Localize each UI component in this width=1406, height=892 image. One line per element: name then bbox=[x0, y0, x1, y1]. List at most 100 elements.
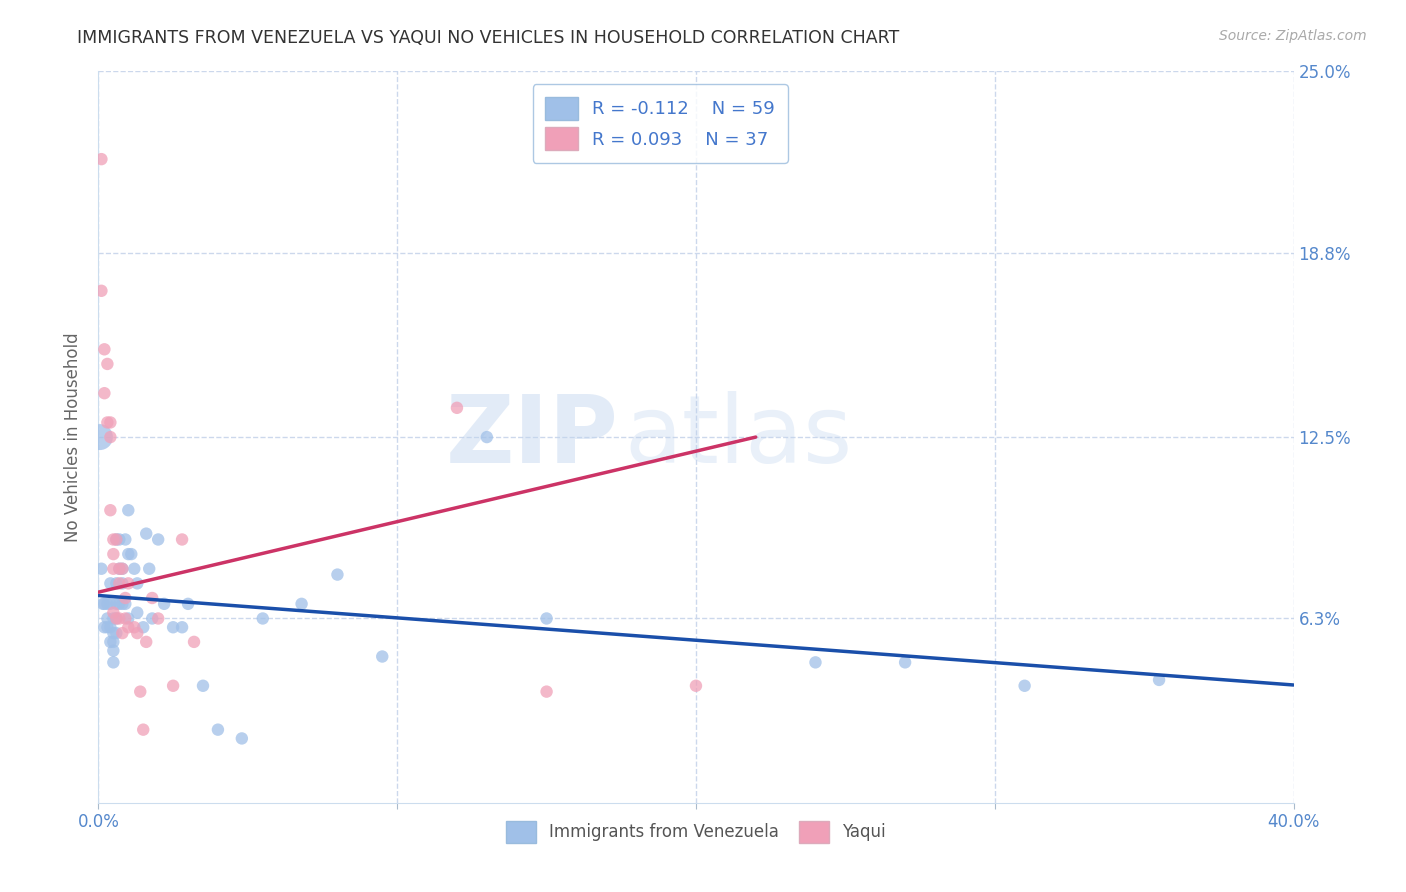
Point bbox=[127, 606, 149, 620]
Point bbox=[132, 620, 155, 634]
Point bbox=[127, 626, 149, 640]
Point bbox=[231, 731, 253, 746]
Point bbox=[207, 723, 229, 737]
Point bbox=[90, 284, 112, 298]
Point bbox=[804, 656, 827, 670]
Point bbox=[141, 591, 163, 605]
Point bbox=[111, 562, 134, 576]
Point bbox=[475, 430, 498, 444]
Text: ZIP: ZIP bbox=[446, 391, 619, 483]
Point bbox=[93, 386, 115, 401]
Point bbox=[114, 611, 136, 625]
Legend: Immigrants from Venezuela, Yaqui: Immigrants from Venezuela, Yaqui bbox=[499, 814, 893, 849]
Point bbox=[536, 684, 558, 698]
Point bbox=[108, 611, 131, 625]
Point bbox=[105, 611, 128, 625]
Point bbox=[162, 679, 184, 693]
Point bbox=[536, 611, 558, 625]
Point bbox=[96, 357, 118, 371]
Point bbox=[103, 562, 125, 576]
Point bbox=[117, 611, 139, 625]
Point bbox=[120, 547, 142, 561]
Point bbox=[141, 611, 163, 625]
Point bbox=[191, 679, 214, 693]
Text: Source: ZipAtlas.com: Source: ZipAtlas.com bbox=[1219, 29, 1367, 43]
Point bbox=[98, 620, 122, 634]
Point bbox=[117, 547, 139, 561]
Point bbox=[93, 343, 115, 357]
Point bbox=[96, 620, 118, 634]
Point bbox=[446, 401, 468, 415]
Point bbox=[90, 152, 112, 166]
Point bbox=[138, 562, 160, 576]
Point bbox=[1014, 679, 1036, 693]
Point bbox=[114, 533, 136, 547]
Point bbox=[105, 533, 128, 547]
Point bbox=[172, 620, 194, 634]
Point bbox=[108, 562, 131, 576]
Point bbox=[90, 562, 112, 576]
Point bbox=[108, 533, 131, 547]
Point bbox=[105, 576, 128, 591]
Point bbox=[132, 723, 155, 737]
Point bbox=[89, 430, 111, 444]
Point bbox=[98, 416, 122, 430]
Point bbox=[103, 547, 125, 561]
Point bbox=[96, 597, 118, 611]
Point bbox=[111, 597, 134, 611]
Point bbox=[96, 416, 118, 430]
Point bbox=[103, 635, 125, 649]
Point bbox=[117, 620, 139, 634]
Point bbox=[135, 635, 157, 649]
Point bbox=[91, 597, 114, 611]
Point bbox=[98, 635, 122, 649]
Point bbox=[103, 626, 125, 640]
Point bbox=[105, 597, 128, 611]
Point bbox=[108, 597, 131, 611]
Point bbox=[111, 626, 134, 640]
Point bbox=[148, 611, 170, 625]
Point bbox=[129, 684, 152, 698]
Point bbox=[124, 620, 146, 634]
Point bbox=[103, 656, 125, 670]
Point bbox=[103, 611, 125, 625]
Point bbox=[894, 656, 917, 670]
Point bbox=[124, 562, 146, 576]
Point bbox=[103, 606, 125, 620]
Point bbox=[114, 597, 136, 611]
Point bbox=[103, 643, 125, 657]
Point bbox=[103, 533, 125, 547]
Point bbox=[105, 611, 128, 625]
Point bbox=[162, 620, 184, 634]
Point bbox=[117, 503, 139, 517]
Point bbox=[108, 562, 131, 576]
Point bbox=[1147, 673, 1170, 687]
Point bbox=[98, 430, 122, 444]
Point bbox=[183, 635, 205, 649]
Text: atlas: atlas bbox=[624, 391, 852, 483]
Point bbox=[98, 597, 122, 611]
Point bbox=[96, 611, 118, 625]
Point bbox=[371, 649, 394, 664]
Point bbox=[685, 679, 707, 693]
Point bbox=[98, 576, 122, 591]
Point bbox=[127, 576, 149, 591]
Point bbox=[326, 567, 349, 582]
Point bbox=[114, 591, 136, 605]
Point bbox=[291, 597, 314, 611]
Point bbox=[172, 533, 194, 547]
Point bbox=[117, 576, 139, 591]
Point bbox=[148, 533, 170, 547]
Point bbox=[111, 562, 134, 576]
Point bbox=[153, 597, 176, 611]
Y-axis label: No Vehicles in Household: No Vehicles in Household bbox=[65, 332, 83, 542]
Point bbox=[111, 576, 134, 591]
Point bbox=[105, 626, 128, 640]
Point bbox=[135, 526, 157, 541]
Point bbox=[98, 503, 122, 517]
Point bbox=[93, 620, 115, 634]
Point bbox=[93, 597, 115, 611]
Point bbox=[177, 597, 200, 611]
Point bbox=[108, 576, 131, 591]
Point bbox=[252, 611, 274, 625]
